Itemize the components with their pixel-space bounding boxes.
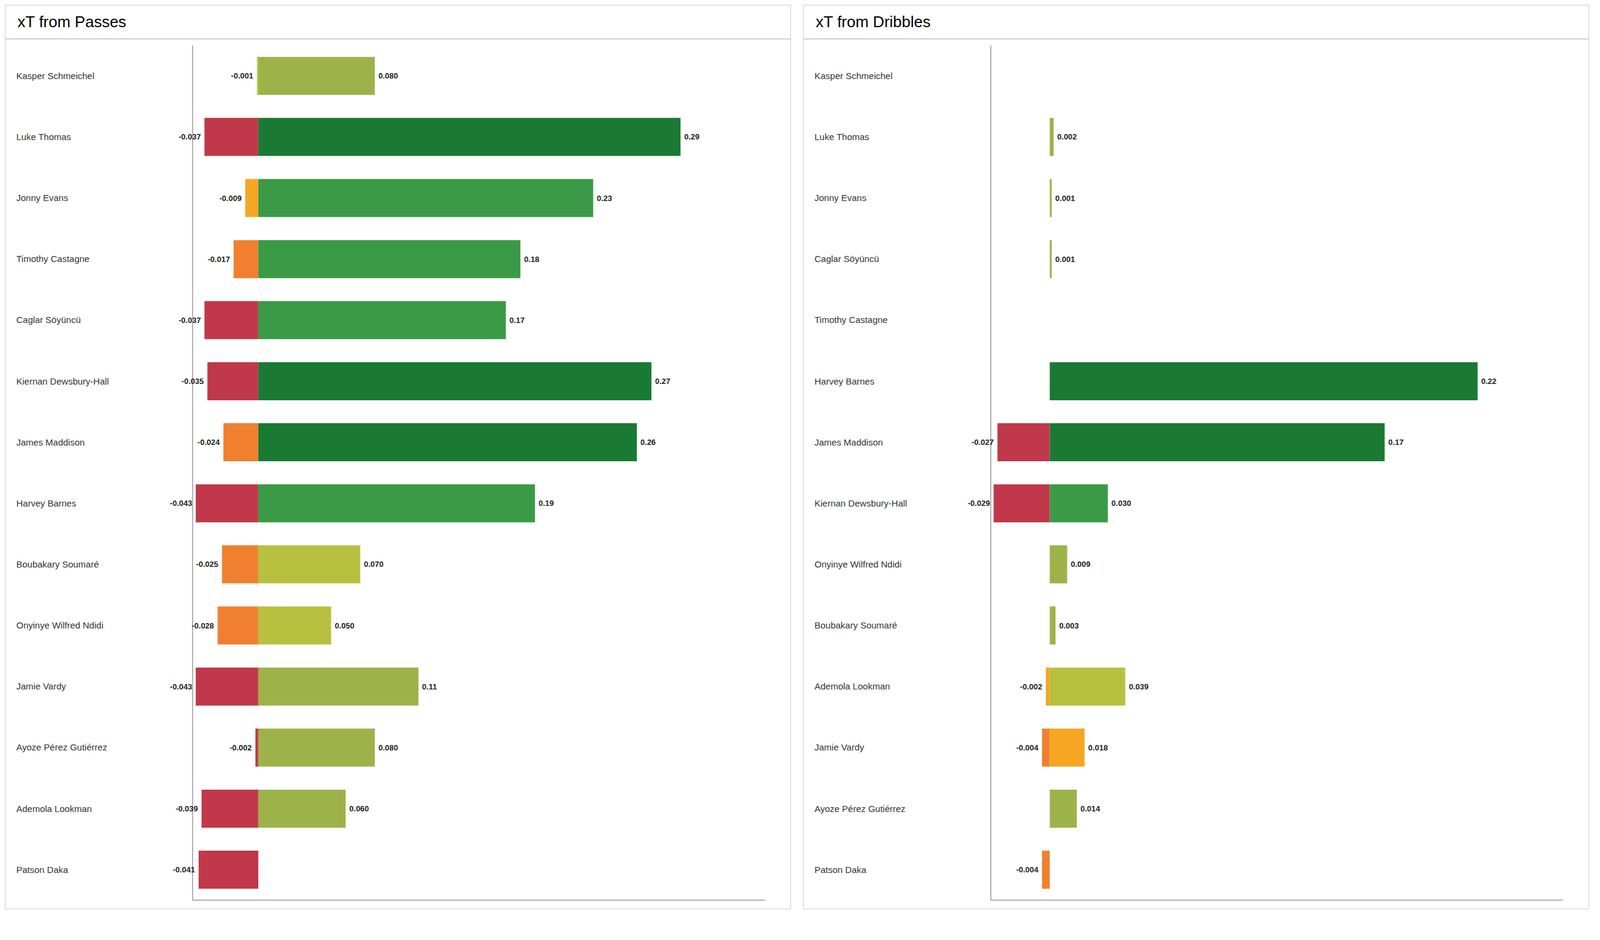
svg-text:0.26: 0.26	[640, 437, 656, 447]
svg-text:Ademola Lookman: Ademola Lookman	[814, 681, 890, 692]
svg-text:-0.009: -0.009	[219, 193, 242, 203]
svg-text:Ademola Lookman: Ademola Lookman	[16, 803, 92, 814]
svg-text:Caglar Söyüncü: Caglar Söyüncü	[814, 253, 880, 264]
svg-text:-0.029: -0.029	[967, 498, 991, 508]
svg-text:0.080: 0.080	[378, 743, 399, 753]
svg-text:-0.024: -0.024	[197, 437, 221, 447]
svg-text:0.003: 0.003	[1059, 621, 1079, 631]
html-text:xT from Dribbles: xT from Dribbles	[815, 12, 931, 31]
svg-text:Jamie Vardy: Jamie Vardy	[814, 742, 865, 753]
svg-text:Harvey Barnes: Harvey Barnes	[814, 376, 875, 387]
svg-text:-0.004: -0.004	[1016, 743, 1040, 753]
svg-text:-0.002: -0.002	[1019, 682, 1043, 692]
svg-text:0.060: 0.060	[349, 804, 370, 814]
svg-text:-0.043: -0.043	[169, 682, 192, 692]
svg-text:0.18: 0.18	[524, 254, 540, 264]
svg-text:0.002: 0.002	[1057, 132, 1078, 142]
svg-text:-0.025: -0.025	[196, 559, 219, 569]
svg-text:-0.027: -0.027	[971, 437, 994, 447]
svg-text:Boubakary Soumaré: Boubakary Soumaré	[16, 559, 100, 570]
html-text:xT from Passes: xT from Passes	[17, 12, 127, 31]
svg-text:Jamie Vardy: Jamie Vardy	[16, 681, 67, 692]
svg-text:-0.041: -0.041	[172, 865, 196, 875]
svg-text:0.19: 0.19	[538, 498, 554, 508]
svg-text:-0.037: -0.037	[178, 132, 202, 142]
svg-text:Luke Thomas: Luke Thomas	[814, 131, 870, 142]
svg-text:Ayoze Pérez Gutiérrez: Ayoze Pérez Gutiérrez	[814, 803, 906, 814]
svg-text:0.001: 0.001	[1055, 193, 1076, 203]
svg-text:Luke Thomas: Luke Thomas	[16, 131, 72, 142]
svg-text:Kiernan Dewsbury-Hall: Kiernan Dewsbury-Hall	[814, 498, 907, 509]
svg-text:-0.039: -0.039	[175, 804, 199, 814]
svg-text:0.23: 0.23	[596, 193, 612, 203]
svg-text:-0.043: -0.043	[169, 498, 192, 508]
svg-text:0.080: 0.080	[378, 71, 399, 81]
svg-text:Boubakary Soumaré: Boubakary Soumaré	[814, 620, 898, 631]
svg-text:-0.028: -0.028	[191, 621, 214, 631]
svg-text:0.17: 0.17	[509, 315, 525, 325]
svg-text:0.050: 0.050	[334, 621, 355, 631]
svg-text:0.11: 0.11	[422, 682, 438, 692]
svg-text:0.009: 0.009	[1070, 559, 1091, 569]
svg-text:Jonny Evans: Jonny Evans	[16, 192, 69, 203]
svg-text:Kiernan Dewsbury-Hall: Kiernan Dewsbury-Hall	[16, 376, 109, 387]
svg-text:-0.001: -0.001	[231, 71, 254, 81]
svg-text:Onyinye Wilfred Ndidi: Onyinye Wilfred Ndidi	[16, 620, 104, 631]
svg-text:0.070: 0.070	[364, 559, 384, 569]
svg-text:0.014: 0.014	[1080, 804, 1101, 814]
svg-text:Harvey Barnes: Harvey Barnes	[16, 498, 77, 509]
svg-text:0.018: 0.018	[1088, 743, 1108, 753]
svg-text:0.001: 0.001	[1055, 254, 1076, 264]
svg-text:-0.017: -0.017	[207, 254, 231, 264]
svg-text:Caglar Söyüncü: Caglar Söyüncü	[16, 314, 81, 325]
svg-text:James Maddison: James Maddison	[16, 437, 85, 448]
svg-text:Jonny Evans: Jonny Evans	[814, 192, 867, 203]
svg-text:0.22: 0.22	[1481, 376, 1497, 386]
svg-text:0.27: 0.27	[655, 376, 671, 386]
svg-text:James Maddison: James Maddison	[814, 437, 883, 448]
svg-text:-0.037: -0.037	[178, 315, 202, 325]
svg-text:0.29: 0.29	[684, 132, 700, 142]
svg-text:Ayoze Pérez Gutiérrez: Ayoze Pérez Gutiérrez	[16, 742, 108, 753]
svg-text:-0.004: -0.004	[1016, 865, 1040, 875]
svg-text:Kasper Schmeichel: Kasper Schmeichel	[16, 70, 95, 81]
svg-text:Patson Daka: Patson Daka	[16, 864, 69, 875]
svg-text:Patson Daka: Patson Daka	[814, 864, 868, 875]
svg-text:Kasper Schmeichel: Kasper Schmeichel	[814, 70, 893, 81]
svg-text:-0.002: -0.002	[229, 743, 252, 753]
svg-text:0.039: 0.039	[1129, 682, 1149, 692]
svg-text:Timothy Castagne: Timothy Castagne	[16, 253, 90, 264]
svg-text:-0.035: -0.035	[181, 376, 205, 386]
svg-text:0.17: 0.17	[1388, 437, 1404, 447]
svg-text:Onyinye Wilfred Ndidi: Onyinye Wilfred Ndidi	[814, 559, 902, 570]
svg-text:0.030: 0.030	[1111, 498, 1132, 508]
svg-text:Timothy Castagne: Timothy Castagne	[814, 314, 888, 325]
